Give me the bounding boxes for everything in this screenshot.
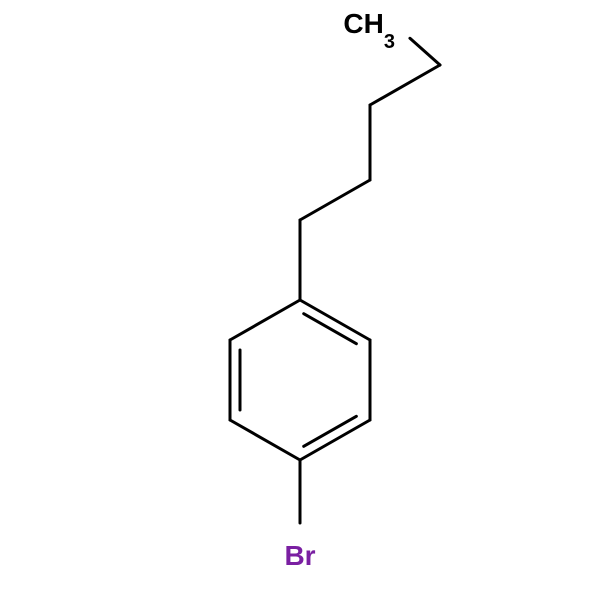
atom-label-c11: CH3 (343, 8, 395, 53)
bond (300, 420, 370, 460)
bond (230, 420, 300, 460)
molecule-diagram: CH3 Br (0, 0, 600, 600)
bond (370, 65, 440, 105)
atom-label-br: Br (284, 540, 315, 571)
bond (230, 300, 300, 340)
bond (300, 300, 370, 340)
bond (410, 38, 440, 65)
bond (300, 180, 370, 220)
